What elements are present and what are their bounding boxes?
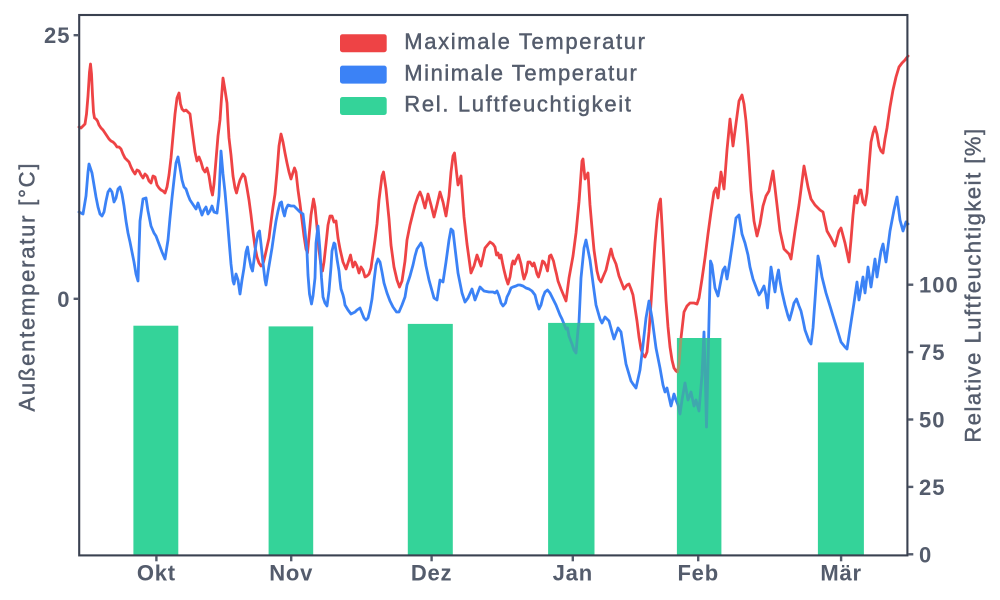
svg-text:Okt: Okt (137, 561, 176, 586)
svg-text:75: 75 (919, 340, 945, 365)
svg-text:Außentemperatur [°C]: Außentemperatur [°C] (15, 162, 40, 412)
svg-text:0: 0 (919, 542, 932, 567)
svg-text:50: 50 (919, 408, 945, 433)
svg-text:Relative Luftfeuchtigkeit [%]: Relative Luftfeuchtigkeit [%] (961, 127, 986, 442)
svg-text:Maximale Temperatur: Maximale Temperatur (404, 29, 646, 54)
svg-text:Mär: Mär (820, 561, 862, 586)
svg-text:Feb: Feb (677, 561, 719, 586)
svg-text:Rel. Luftfeuchtigkeit: Rel. Luftfeuchtigkeit (404, 91, 632, 116)
svg-text:0: 0 (57, 287, 70, 312)
svg-text:Minimale Temperatur: Minimale Temperatur (404, 61, 638, 86)
svg-text:25: 25 (919, 475, 945, 500)
svg-text:Jan: Jan (553, 561, 593, 586)
svg-text:Dez: Dez (411, 561, 453, 586)
svg-text:25: 25 (44, 23, 70, 48)
svg-text:100: 100 (919, 273, 959, 298)
svg-text:Nov: Nov (269, 561, 313, 586)
